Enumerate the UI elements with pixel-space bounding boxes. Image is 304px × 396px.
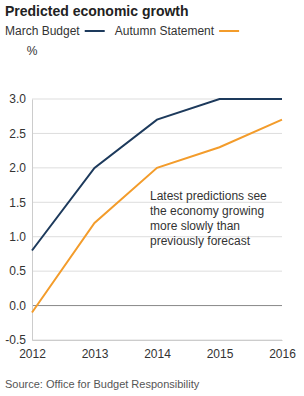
annotation: Latest predictions seethe economy growin… bbox=[150, 189, 267, 248]
y-tick-label: 3.0 bbox=[9, 92, 26, 106]
y-tick-label: 1.5 bbox=[9, 196, 26, 210]
legend-swatch bbox=[219, 30, 239, 32]
chart: Predicted economic growth March Budget Aut… bbox=[0, 0, 304, 396]
y-tick: 0.5 bbox=[9, 264, 32, 278]
x-tick: 2015 bbox=[207, 340, 234, 361]
grid bbox=[32, 99, 282, 340]
y-tick-label: 1.0 bbox=[9, 230, 26, 244]
plot-area bbox=[32, 99, 282, 312]
y-tick-label: 0.5 bbox=[9, 264, 26, 278]
x-tick: 2014 bbox=[144, 340, 171, 361]
series-line bbox=[32, 120, 282, 313]
legend: March Budget Autumn Statement bbox=[5, 24, 239, 38]
y-axis: -0.5 0.0 0.5 1.0 1.5 2.0 2.5 3.0 bbox=[5, 92, 32, 347]
series-line bbox=[32, 99, 282, 250]
y-axis-line bbox=[32, 100, 33, 341]
annotation-line: the economy growing bbox=[150, 204, 264, 218]
y-tick: 2.5 bbox=[9, 127, 32, 141]
grid-line bbox=[32, 271, 282, 272]
y-tick: 1.0 bbox=[9, 230, 32, 244]
x-tick-label: 2015 bbox=[207, 347, 234, 361]
x-tick: 2013 bbox=[82, 340, 109, 361]
y-tick: 3.0 bbox=[9, 92, 32, 106]
x-tick-label: 2016 bbox=[269, 347, 296, 361]
x-tick-label: 2012 bbox=[19, 347, 46, 361]
annotation-line: Latest predictions see bbox=[150, 189, 267, 203]
annotation-line: previously forecast bbox=[150, 234, 251, 248]
grid-line bbox=[32, 340, 282, 341]
y-tick-label: 0.0 bbox=[9, 299, 26, 313]
y-tick: 1.5 bbox=[9, 196, 32, 210]
annotation-line: more slowly than bbox=[150, 219, 240, 233]
legend-label: Autumn Statement bbox=[115, 24, 215, 38]
x-tick: 2012 bbox=[19, 340, 46, 361]
y-tick-label: 2.0 bbox=[9, 161, 26, 175]
x-tick-label: 2014 bbox=[144, 347, 171, 361]
legend-swatch bbox=[85, 30, 105, 32]
x-tick: 2016 bbox=[269, 340, 296, 361]
y-tick: 2.0 bbox=[9, 161, 32, 175]
y-tick-label: 2.5 bbox=[9, 127, 26, 141]
x-tick-label: 2013 bbox=[82, 347, 109, 361]
y-tick: 0.0 bbox=[9, 299, 32, 313]
y-axis-label: % bbox=[27, 44, 38, 58]
x-axis-line bbox=[33, 340, 283, 341]
zero-line bbox=[32, 305, 282, 306]
y-tick-label: -0.5 bbox=[5, 333, 26, 347]
grid-line bbox=[32, 133, 282, 134]
title: Predicted economic growth bbox=[5, 3, 189, 19]
x-axis: 2012 2013 2014 2015 2016 bbox=[19, 340, 296, 361]
legend-label: March Budget bbox=[5, 24, 80, 38]
source: Source: Office for Budget Responsibility bbox=[5, 378, 200, 390]
y-tick: -0.5 bbox=[5, 333, 32, 347]
